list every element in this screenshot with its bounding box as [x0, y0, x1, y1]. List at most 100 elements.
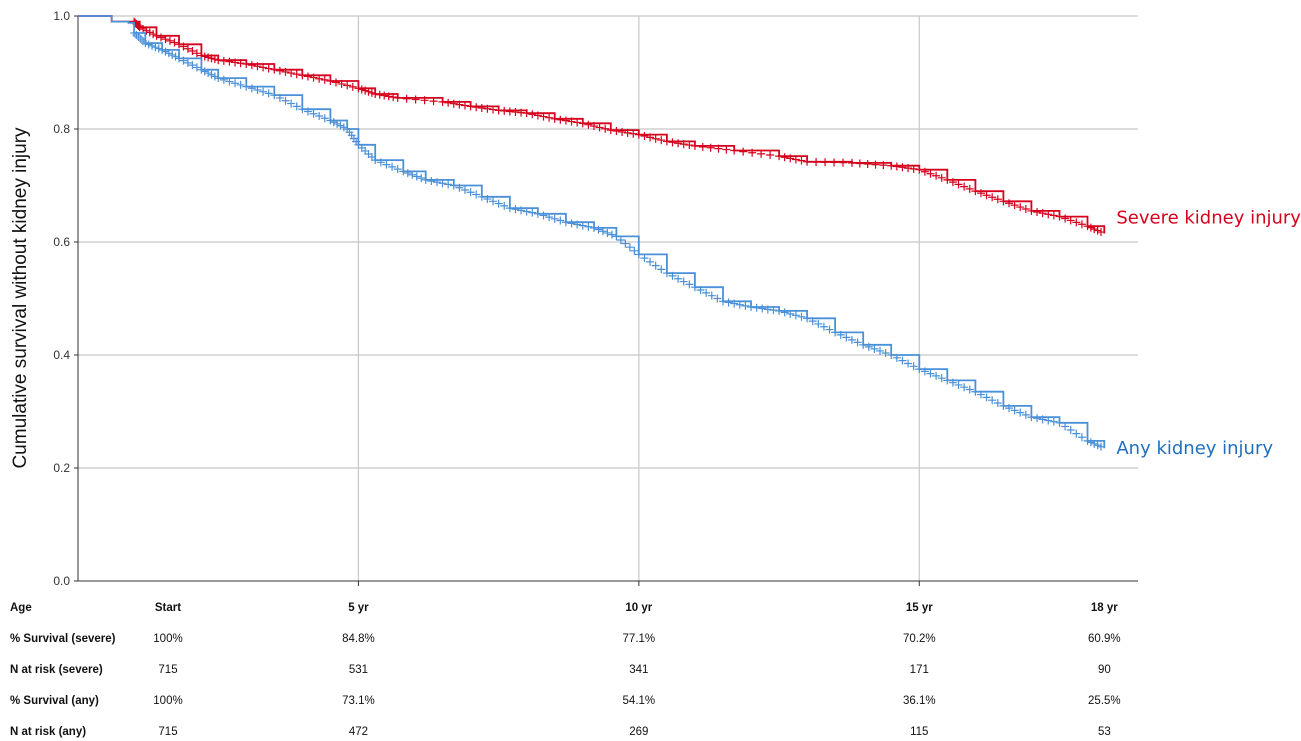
censor-mark	[797, 312, 806, 321]
censor-mark	[915, 365, 924, 374]
censor-mark	[231, 58, 240, 67]
censor-mark	[188, 61, 197, 70]
censor-mark	[275, 66, 284, 75]
censor-mark	[303, 107, 312, 116]
censor-mark	[197, 65, 206, 74]
censor-mark	[449, 99, 458, 108]
censor-mark	[567, 117, 576, 126]
censor-mark	[769, 306, 778, 315]
censor-mark	[1044, 210, 1053, 219]
censor-mark	[747, 302, 756, 311]
censor-mark	[685, 280, 694, 289]
censor-mark	[545, 213, 554, 222]
censor-mark	[775, 306, 784, 315]
censor-mark	[797, 156, 806, 165]
risk-table-cell: 531	[349, 664, 368, 676]
censor-mark	[287, 69, 296, 78]
censor-mark	[219, 75, 228, 84]
censor-mark	[399, 167, 408, 176]
censor-mark	[724, 298, 733, 307]
censor-mark	[651, 134, 660, 143]
censor-mark	[264, 64, 273, 73]
grid-lines	[78, 15, 1138, 581]
censor-mark	[718, 297, 727, 306]
censor-mark	[219, 56, 228, 65]
censor-mark	[999, 197, 1008, 206]
censor-mark	[685, 141, 694, 150]
censor-mark	[270, 91, 279, 100]
censor-mark	[151, 43, 160, 52]
censor-mark	[389, 93, 398, 102]
censor-mark	[621, 239, 630, 248]
censor-mark	[1021, 205, 1030, 214]
censor-mark	[808, 317, 817, 326]
censor-mark	[1055, 418, 1064, 427]
censor-mark	[954, 380, 963, 389]
censor-mark	[646, 257, 655, 266]
risk-table-column-header: 5 yr	[348, 602, 369, 614]
censor-mark	[948, 178, 957, 187]
risk-table-cell: 60.9%	[1088, 633, 1121, 645]
censor-mark	[634, 130, 643, 139]
censor-mark	[714, 144, 723, 153]
censor-mark	[1061, 422, 1070, 431]
censor-mark	[326, 76, 335, 85]
censor-mark	[668, 138, 677, 147]
censor-mark	[920, 367, 929, 376]
censor-mark	[892, 162, 901, 171]
series-lines	[78, 15, 1106, 451]
censor-mark	[971, 387, 980, 396]
censor-mark	[331, 78, 340, 87]
censor-mark	[932, 371, 941, 380]
censor-mark	[1086, 438, 1095, 447]
censor-mark	[460, 101, 469, 110]
risk-table-cell: 36.1%	[903, 695, 936, 707]
censor-mark	[863, 160, 872, 169]
censor-mark	[651, 261, 660, 270]
censor-mark	[1083, 222, 1092, 231]
censor-mark	[393, 165, 402, 174]
censor-mark	[814, 319, 823, 328]
censor-mark	[657, 265, 666, 274]
censor-mark	[320, 114, 329, 123]
censor-mark	[603, 228, 612, 237]
risk-table-row-label: % Survival (severe)	[10, 633, 116, 645]
censor-mark	[533, 111, 542, 120]
censor-mark	[698, 142, 707, 151]
censor-mark	[134, 22, 143, 31]
censor-mark	[988, 193, 997, 202]
censor-mark	[517, 206, 526, 215]
censor-mark	[668, 271, 677, 280]
censor-mark	[200, 67, 209, 76]
censor-mark	[1038, 209, 1047, 218]
censor-mark	[853, 338, 862, 347]
censor-mark	[836, 330, 845, 339]
censor-mark	[157, 33, 166, 42]
censor-mark	[1005, 404, 1014, 413]
censor-mark	[253, 62, 262, 71]
censor-mark	[460, 186, 469, 195]
censor-mark	[489, 105, 498, 114]
censor-mark	[722, 145, 731, 154]
censor-mark	[259, 63, 268, 72]
censor-mark	[444, 98, 453, 107]
censor-mark	[1090, 439, 1099, 448]
censor-mark	[225, 77, 234, 86]
censor-mark	[292, 70, 301, 79]
censor-mark	[607, 230, 616, 239]
censor-mark	[993, 399, 1002, 408]
censor-mark	[741, 301, 750, 310]
censor-mark	[1038, 415, 1047, 424]
censor-mark	[539, 112, 548, 121]
censor-mark	[819, 322, 828, 331]
censor-mark	[561, 116, 570, 125]
y-tick-label: 0.0	[53, 574, 70, 588]
censor-mark	[830, 158, 839, 167]
censor-mark	[1096, 228, 1105, 237]
censor-mark	[489, 197, 498, 206]
censor-mark	[948, 378, 957, 387]
censor-mark	[1093, 226, 1102, 235]
censor-mark	[965, 184, 974, 193]
censor-mark	[139, 24, 148, 33]
censor-mark	[999, 401, 1008, 410]
